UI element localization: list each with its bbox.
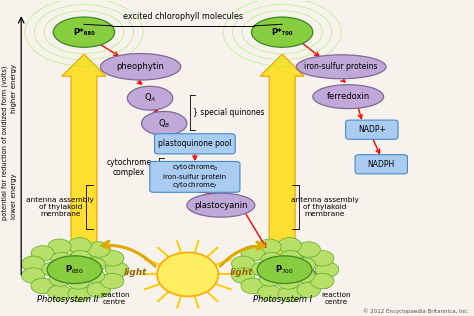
- Ellipse shape: [310, 251, 334, 266]
- FancyBboxPatch shape: [346, 120, 398, 139]
- Text: antenna assembly
of thylakoid
membrane: antenna assembly of thylakoid membrane: [291, 197, 359, 217]
- Ellipse shape: [68, 286, 91, 302]
- FancyBboxPatch shape: [155, 134, 235, 154]
- Ellipse shape: [142, 112, 187, 135]
- Ellipse shape: [21, 268, 45, 283]
- Text: higher energy: higher energy: [11, 64, 17, 113]
- Text: lower energy: lower energy: [11, 173, 17, 219]
- Text: potential for reduction of oxidized form (volts): potential for reduction of oxidized form…: [1, 65, 8, 220]
- Text: excited chlorophyll molecules: excited chlorophyll molecules: [123, 12, 243, 21]
- Text: cytochrome$_b$
iron-sulfur protein
cytochrome$_f$: cytochrome$_b$ iron-sulfur protein cytoc…: [164, 162, 227, 191]
- Text: Photosystem I: Photosystem I: [253, 295, 312, 304]
- Ellipse shape: [100, 53, 181, 80]
- Ellipse shape: [278, 286, 301, 302]
- Text: reaction
centre: reaction centre: [322, 291, 351, 305]
- Ellipse shape: [277, 275, 299, 289]
- Text: iron-sulfur proteins: iron-sulfur proteins: [304, 62, 378, 71]
- Text: light: light: [124, 268, 147, 277]
- FancyBboxPatch shape: [355, 155, 408, 174]
- Text: NADP+: NADP+: [358, 125, 386, 134]
- Ellipse shape: [49, 272, 71, 286]
- Text: light: light: [229, 268, 253, 277]
- Ellipse shape: [67, 275, 89, 289]
- Ellipse shape: [68, 238, 91, 253]
- Ellipse shape: [258, 239, 281, 255]
- Ellipse shape: [293, 269, 315, 283]
- Text: } special quinones: } special quinones: [192, 108, 264, 117]
- Ellipse shape: [87, 282, 110, 298]
- Text: cytochrome
complex: cytochrome complex: [106, 158, 151, 177]
- Ellipse shape: [297, 282, 320, 298]
- Ellipse shape: [313, 85, 383, 109]
- Ellipse shape: [48, 285, 71, 301]
- Ellipse shape: [231, 268, 255, 283]
- Ellipse shape: [128, 86, 173, 110]
- Text: ferredoxin: ferredoxin: [327, 92, 370, 101]
- Ellipse shape: [278, 238, 301, 253]
- Text: P*₆₈₀: P*₆₈₀: [73, 28, 95, 37]
- Text: reaction
centre: reaction centre: [100, 291, 129, 305]
- Ellipse shape: [252, 17, 313, 47]
- Text: plastoquinone pool: plastoquinone pool: [158, 139, 232, 148]
- Text: P*₇₀₀: P*₇₀₀: [272, 28, 293, 37]
- Ellipse shape: [310, 273, 334, 289]
- Ellipse shape: [100, 273, 124, 289]
- Ellipse shape: [53, 17, 115, 47]
- Ellipse shape: [187, 193, 255, 217]
- Ellipse shape: [258, 285, 281, 301]
- Ellipse shape: [241, 246, 264, 261]
- Ellipse shape: [42, 262, 64, 276]
- FancyArrow shape: [260, 54, 304, 271]
- Ellipse shape: [84, 258, 106, 272]
- Text: NADPH: NADPH: [368, 160, 395, 169]
- Text: © 2012 Encyclopaedia Britannica, Inc.: © 2012 Encyclopaedia Britannica, Inc.: [363, 308, 469, 314]
- Ellipse shape: [48, 239, 71, 255]
- Ellipse shape: [157, 252, 219, 296]
- Ellipse shape: [47, 256, 102, 283]
- Ellipse shape: [241, 278, 264, 294]
- Text: P$_{680}$: P$_{680}$: [65, 264, 84, 276]
- Ellipse shape: [315, 262, 339, 277]
- Ellipse shape: [257, 256, 312, 283]
- Ellipse shape: [294, 258, 316, 272]
- Ellipse shape: [297, 242, 320, 257]
- Ellipse shape: [105, 262, 129, 277]
- Ellipse shape: [31, 246, 55, 261]
- Ellipse shape: [100, 251, 124, 266]
- Ellipse shape: [70, 250, 91, 265]
- Ellipse shape: [51, 252, 73, 267]
- Ellipse shape: [87, 242, 110, 257]
- Text: P$_{700}$: P$_{700}$: [275, 264, 294, 276]
- Text: Q$_B$: Q$_B$: [158, 117, 170, 130]
- Ellipse shape: [252, 262, 273, 276]
- Ellipse shape: [31, 278, 55, 294]
- Ellipse shape: [21, 256, 45, 271]
- Ellipse shape: [280, 250, 301, 265]
- Text: pheophytin: pheophytin: [117, 62, 164, 71]
- Text: antenna assembly
of thylakoid
membrane: antenna assembly of thylakoid membrane: [27, 197, 94, 217]
- FancyArrow shape: [62, 54, 106, 271]
- Text: plastocyanin: plastocyanin: [194, 201, 247, 210]
- Text: Q$_A$: Q$_A$: [144, 92, 156, 105]
- Ellipse shape: [261, 252, 283, 267]
- Ellipse shape: [259, 272, 281, 286]
- Ellipse shape: [296, 55, 386, 79]
- Ellipse shape: [83, 269, 105, 283]
- Ellipse shape: [231, 256, 255, 271]
- Text: Photosystem II: Photosystem II: [36, 295, 98, 304]
- FancyBboxPatch shape: [150, 161, 240, 192]
